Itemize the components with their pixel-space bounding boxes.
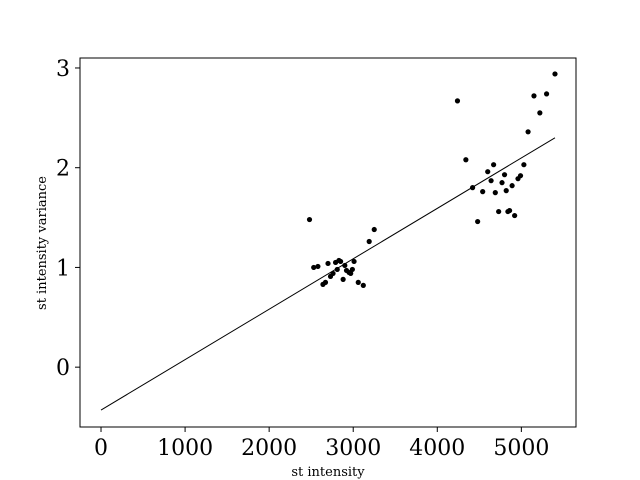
y-tick-label: 3 [56, 57, 70, 82]
data-point [517, 173, 524, 179]
data-point [475, 218, 481, 225]
data-point [496, 208, 502, 215]
data-point [480, 189, 486, 195]
data-points-layer [306, 71, 558, 288]
data-point [311, 264, 317, 271]
data-point [521, 162, 527, 168]
y-tick-label: 2 [56, 157, 70, 182]
data-point [306, 216, 313, 223]
x-axis-ticks: 0 1000 2000 3000 4000 5000 [94, 427, 549, 461]
data-point [488, 178, 494, 184]
data-point [469, 185, 476, 191]
x-axis-label: st intensity [291, 465, 365, 480]
data-point [355, 279, 361, 285]
data-point [340, 276, 346, 282]
fit-line-layer [100, 137, 556, 411]
data-point [503, 188, 509, 194]
y-tick-label: 1 [56, 256, 70, 281]
data-point [325, 260, 331, 267]
data-point [525, 129, 531, 135]
x-tick-label: 0 [94, 436, 108, 461]
y-tick-label: 0 [56, 356, 70, 381]
data-point [492, 190, 498, 196]
data-point [499, 180, 505, 186]
data-point [454, 98, 461, 104]
data-point [552, 71, 558, 77]
data-point [509, 183, 515, 189]
x-tick-label: 3000 [325, 436, 381, 461]
data-point [322, 279, 329, 285]
data-point [501, 172, 508, 178]
data-point [351, 258, 357, 265]
data-point [334, 266, 340, 273]
data-point [543, 91, 550, 97]
data-point [512, 212, 518, 219]
data-point [348, 270, 354, 277]
data-point [342, 262, 348, 269]
data-point [485, 169, 491, 175]
data-point [315, 263, 321, 270]
data-point [330, 270, 336, 277]
data-point [506, 207, 513, 214]
y-axis-ticks: 0 1 2 3 [56, 57, 80, 381]
data-point [537, 110, 543, 116]
data-point [371, 226, 377, 233]
x-tick-label: 5000 [493, 436, 549, 461]
plot-area [79, 57, 577, 428]
data-point [491, 162, 497, 168]
y-axis-label: st intensity variance [35, 176, 50, 310]
fit-line [100, 137, 556, 411]
x-tick-label: 4000 [409, 436, 465, 461]
x-tick-label: 1000 [157, 436, 213, 461]
data-point [463, 157, 469, 163]
data-point [531, 93, 537, 99]
data-point [360, 282, 366, 288]
data-point [338, 258, 344, 265]
data-point [349, 266, 355, 273]
data-point [366, 238, 372, 245]
x-tick-label: 2000 [241, 436, 297, 461]
